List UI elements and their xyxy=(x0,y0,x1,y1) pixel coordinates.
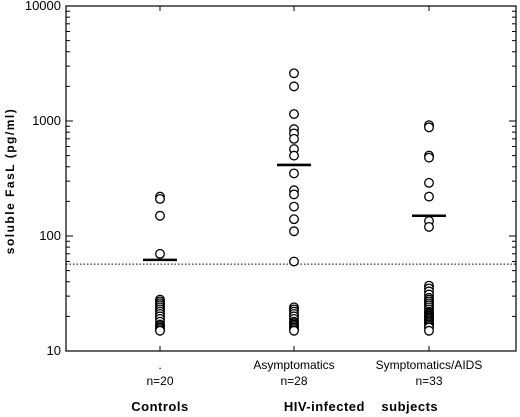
data-point xyxy=(289,81,299,92)
y-tick-label: 10000 xyxy=(25,0,61,13)
chart-labels: soluble FasL (pg/ml) . n=20 Asymptomatics n… xyxy=(3,108,482,414)
n-label: n=33 xyxy=(415,374,442,388)
data-point xyxy=(289,201,299,212)
data-point xyxy=(155,248,165,259)
data-point xyxy=(155,210,165,221)
data-point xyxy=(289,226,299,237)
group-label: HIV-infected subjects xyxy=(284,399,438,414)
y-tick-label: 100 xyxy=(39,228,61,243)
category-label: . xyxy=(158,358,161,372)
y-tick-label: 1000 xyxy=(32,113,61,128)
y-tick-label: 10 xyxy=(47,343,61,358)
data-point xyxy=(289,325,299,336)
data-point xyxy=(289,189,299,200)
data-point xyxy=(289,256,299,267)
data-point xyxy=(155,193,165,204)
y-axis-label: soluble FasL (pg/ml) xyxy=(3,108,17,254)
median-lines xyxy=(143,163,446,262)
group-label: Controls xyxy=(131,399,188,414)
data-point xyxy=(289,109,299,119)
data-point xyxy=(424,122,434,133)
data-point xyxy=(424,191,434,202)
data-point xyxy=(289,214,299,225)
data-point xyxy=(289,68,299,79)
data-point xyxy=(424,152,434,163)
category-label: Asymptomatics xyxy=(253,358,334,372)
axes: 10 100 1000 10000 xyxy=(25,0,517,358)
data-points xyxy=(155,68,434,336)
plot-frame xyxy=(65,5,517,352)
data-point xyxy=(424,325,434,336)
data-point xyxy=(289,150,299,161)
data-point xyxy=(155,325,165,336)
n-label: n=28 xyxy=(280,374,307,388)
data-point xyxy=(289,168,299,179)
data-point xyxy=(424,221,434,232)
category-label: Symptomatics/AIDS xyxy=(376,358,483,372)
data-point xyxy=(289,133,299,144)
n-label: n=20 xyxy=(146,374,173,388)
data-point xyxy=(424,177,434,188)
